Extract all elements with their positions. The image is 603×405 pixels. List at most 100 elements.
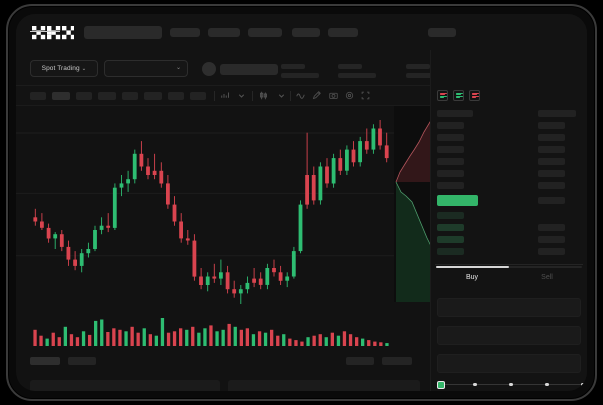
orders-panel-body: [16, 372, 434, 391]
timeframe-1[interactable]: [30, 92, 46, 100]
nav-item-5[interactable]: [328, 28, 358, 37]
timeframe-4[interactable]: [98, 92, 116, 100]
orderbook-view-asks-icon[interactable]: [469, 90, 480, 101]
okx-logo[interactable]: [32, 26, 74, 40]
pair-name-placeholder: [220, 64, 278, 75]
market-type-label: Spot Trading: [41, 65, 80, 72]
order-book-and-trade-panel: Buy Sell: [430, 50, 587, 391]
order-total-field[interactable]: [437, 354, 581, 373]
chevron-down-icon: ⌄: [175, 65, 181, 71]
bottom-action-2[interactable]: [382, 357, 412, 365]
chart-type-candles-icon[interactable]: [259, 91, 268, 100]
app-screen: Spot Trading ⌄ ⌄: [16, 14, 587, 391]
bottom-action-1[interactable]: [346, 357, 374, 365]
stat-value: [406, 73, 444, 78]
orderbook-ask-row[interactable]: [437, 146, 464, 153]
orderbook-bid-row[interactable]: [437, 224, 464, 231]
orderbook-bid-row-right[interactable]: [538, 224, 565, 231]
volume-histogram: [16, 310, 434, 352]
toolbar-divider-1: [214, 91, 215, 101]
toolbar-divider-2: [252, 91, 253, 101]
bottom-card-right: [228, 380, 420, 391]
market-stat-2: [338, 64, 376, 78]
orderbook-view-bids-icon[interactable]: [453, 90, 464, 101]
orderbook-bid-row-right[interactable]: [538, 248, 565, 255]
orderbook-ask-row[interactable]: [538, 158, 565, 165]
orderbook-last-price-right: [538, 197, 565, 204]
chevron-down-icon[interactable]: [237, 91, 246, 100]
top-navigation-bar: [16, 14, 587, 50]
tablet-device-frame: Spot Trading ⌄ ⌄: [6, 4, 597, 401]
timeframe-8[interactable]: [190, 92, 206, 100]
orderbook-last-price-highlight: [437, 195, 478, 206]
timeframe-5[interactable]: [122, 92, 138, 100]
orderbook-ask-row[interactable]: [538, 134, 565, 141]
orderbook-view-both-icon[interactable]: [437, 90, 448, 101]
orderbook-bid-row[interactable]: [437, 212, 464, 219]
tab-buy[interactable]: Buy: [465, 274, 479, 281]
fullscreen-icon[interactable]: [361, 91, 370, 100]
chart-toolbar: [16, 86, 434, 106]
orderbook-ask-row[interactable]: [437, 158, 464, 165]
orderbook-ask-row[interactable]: [437, 134, 464, 141]
orderbook-view-toggle-group: [437, 90, 480, 104]
settings-gear-icon[interactable]: [345, 91, 354, 100]
orderbook-ask-row[interactable]: [538, 170, 565, 177]
bottom-tab-1[interactable]: [30, 357, 60, 365]
market-type-dropdown[interactable]: Spot Trading ⌄: [30, 60, 98, 77]
nav-item-2[interactable]: [208, 28, 240, 37]
orderbook-bid-row[interactable]: [437, 248, 464, 255]
order-price-field[interactable]: [437, 298, 581, 317]
tab-sell[interactable]: Sell: [541, 274, 553, 281]
amount-percent-slider-handle[interactable]: [437, 380, 445, 389]
orderbook-ask-row[interactable]: [538, 122, 565, 129]
orderbook-ask-row[interactable]: [437, 182, 464, 189]
header-search-placeholder[interactable]: [84, 26, 162, 39]
stat-label: [338, 64, 362, 69]
chevron-down-icon: ⌄: [81, 66, 87, 72]
nav-item-3[interactable]: [248, 28, 282, 37]
orderbook-ask-row[interactable]: [538, 182, 565, 189]
line-wave-icon[interactable]: [296, 91, 305, 100]
nav-item-4[interactable]: [292, 28, 320, 37]
buysell-track: [436, 266, 582, 268]
drawing-tools-icon[interactable]: [312, 91, 321, 100]
market-stat-1: [281, 64, 319, 78]
nav-item-6[interactable]: [428, 28, 456, 37]
orderbook-ask-row[interactable]: [437, 122, 464, 129]
buysell-active-indicator: [436, 266, 509, 268]
stat-label: [406, 64, 430, 69]
nav-item-1[interactable]: [170, 28, 200, 37]
timeframe-2[interactable]: [52, 92, 70, 100]
active-tab-underline: [30, 31, 60, 32]
stat-value: [281, 73, 319, 78]
orderbook-bid-row[interactable]: [437, 236, 464, 243]
market-stat-3: [406, 64, 444, 78]
bottom-tab-2[interactable]: [68, 357, 96, 365]
slider-step-75[interactable]: [545, 382, 549, 386]
stat-label: [281, 64, 305, 69]
chevron-down-icon-2[interactable]: [277, 91, 286, 100]
coin-avatar: [202, 62, 216, 76]
bottom-card-left: [30, 380, 220, 391]
order-book-rows[interactable]: [431, 110, 587, 260]
trading-pair-select[interactable]: ⌄: [104, 60, 188, 77]
orders-panel-tabs: [16, 352, 434, 370]
orderbook-ask-row[interactable]: [437, 170, 464, 177]
timeframe-7[interactable]: [168, 92, 184, 100]
orderbook-ask-row[interactable]: [538, 146, 565, 153]
stat-value: [338, 73, 376, 78]
toolbar-divider-3: [290, 91, 291, 101]
timeframe-3[interactable]: [76, 92, 92, 100]
slider-step-100[interactable]: [581, 382, 585, 386]
camera-icon[interactable]: [329, 91, 338, 100]
panel-divider: [435, 264, 583, 265]
order-amount-field[interactable]: [437, 326, 581, 345]
timeframe-6[interactable]: [144, 92, 162, 100]
slider-step-50[interactable]: [509, 382, 513, 386]
slider-step-25[interactable]: [473, 382, 477, 386]
indicators-icon[interactable]: [221, 91, 230, 100]
orderbook-bid-row-right[interactable]: [538, 236, 565, 243]
candlestick-chart[interactable]: [16, 106, 434, 314]
orderbook-header-left: [437, 110, 473, 117]
